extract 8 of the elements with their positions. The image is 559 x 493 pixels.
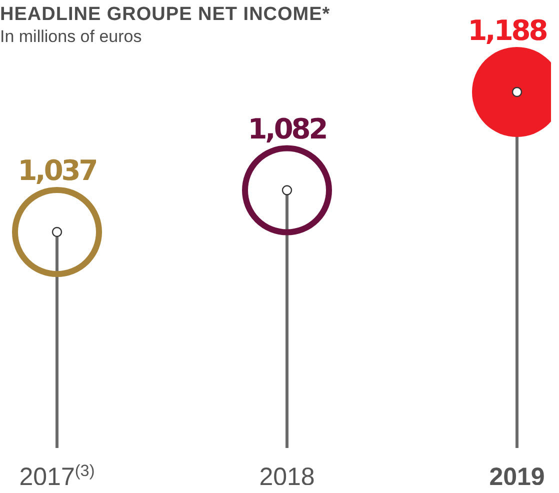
data-label: 1,037: [18, 154, 97, 187]
chart-subtitle: In millions of euros: [0, 27, 142, 46]
x-tick-label: 2018: [259, 463, 315, 491]
data-label: 1,188: [468, 14, 547, 47]
chart-title: HEADLINE GROUPE NET INCOME*: [0, 4, 330, 25]
x-tick-label: 2019: [489, 463, 545, 491]
x-tick-label: 2017$^{(3)}$: [19, 462, 95, 491]
data-label: 1,082: [248, 112, 327, 146]
